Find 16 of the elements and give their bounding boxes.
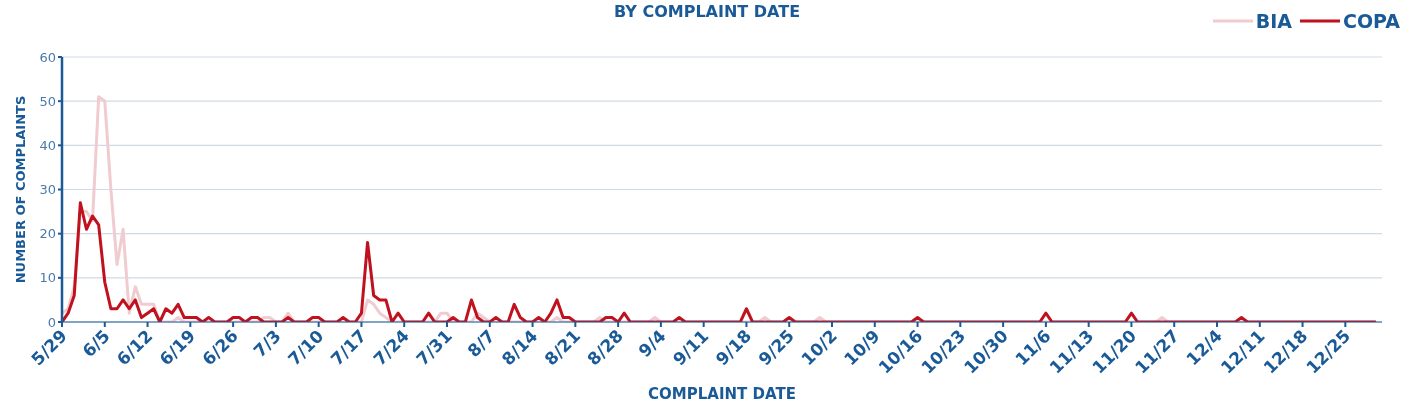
chart-title: BY COMPLAINT DATE — [613, 2, 801, 21]
x-tick-label: 7/3 — [249, 325, 285, 361]
x-tick-label: 6/5 — [78, 325, 114, 361]
legend-label: BIA — [1255, 10, 1293, 32]
y-tick-label: 30 — [39, 182, 56, 198]
legend-label: COPA — [1343, 10, 1400, 32]
x-tick-label: 8/7 — [463, 325, 499, 361]
y-tick-label: 20 — [39, 226, 56, 242]
y-tick-label: 40 — [39, 137, 56, 153]
y-tick-label: 10 — [39, 270, 56, 286]
y-tick-label: 60 — [39, 49, 56, 65]
x-tick-label: 9/4 — [634, 325, 670, 361]
y-tick-label: 0 — [47, 314, 56, 330]
y-tick-label: 50 — [39, 93, 56, 109]
x-axis-title: COMPLAINT DATE — [647, 385, 797, 403]
y-axis-title: NUMBER OF COMPLAINTS — [13, 95, 29, 283]
